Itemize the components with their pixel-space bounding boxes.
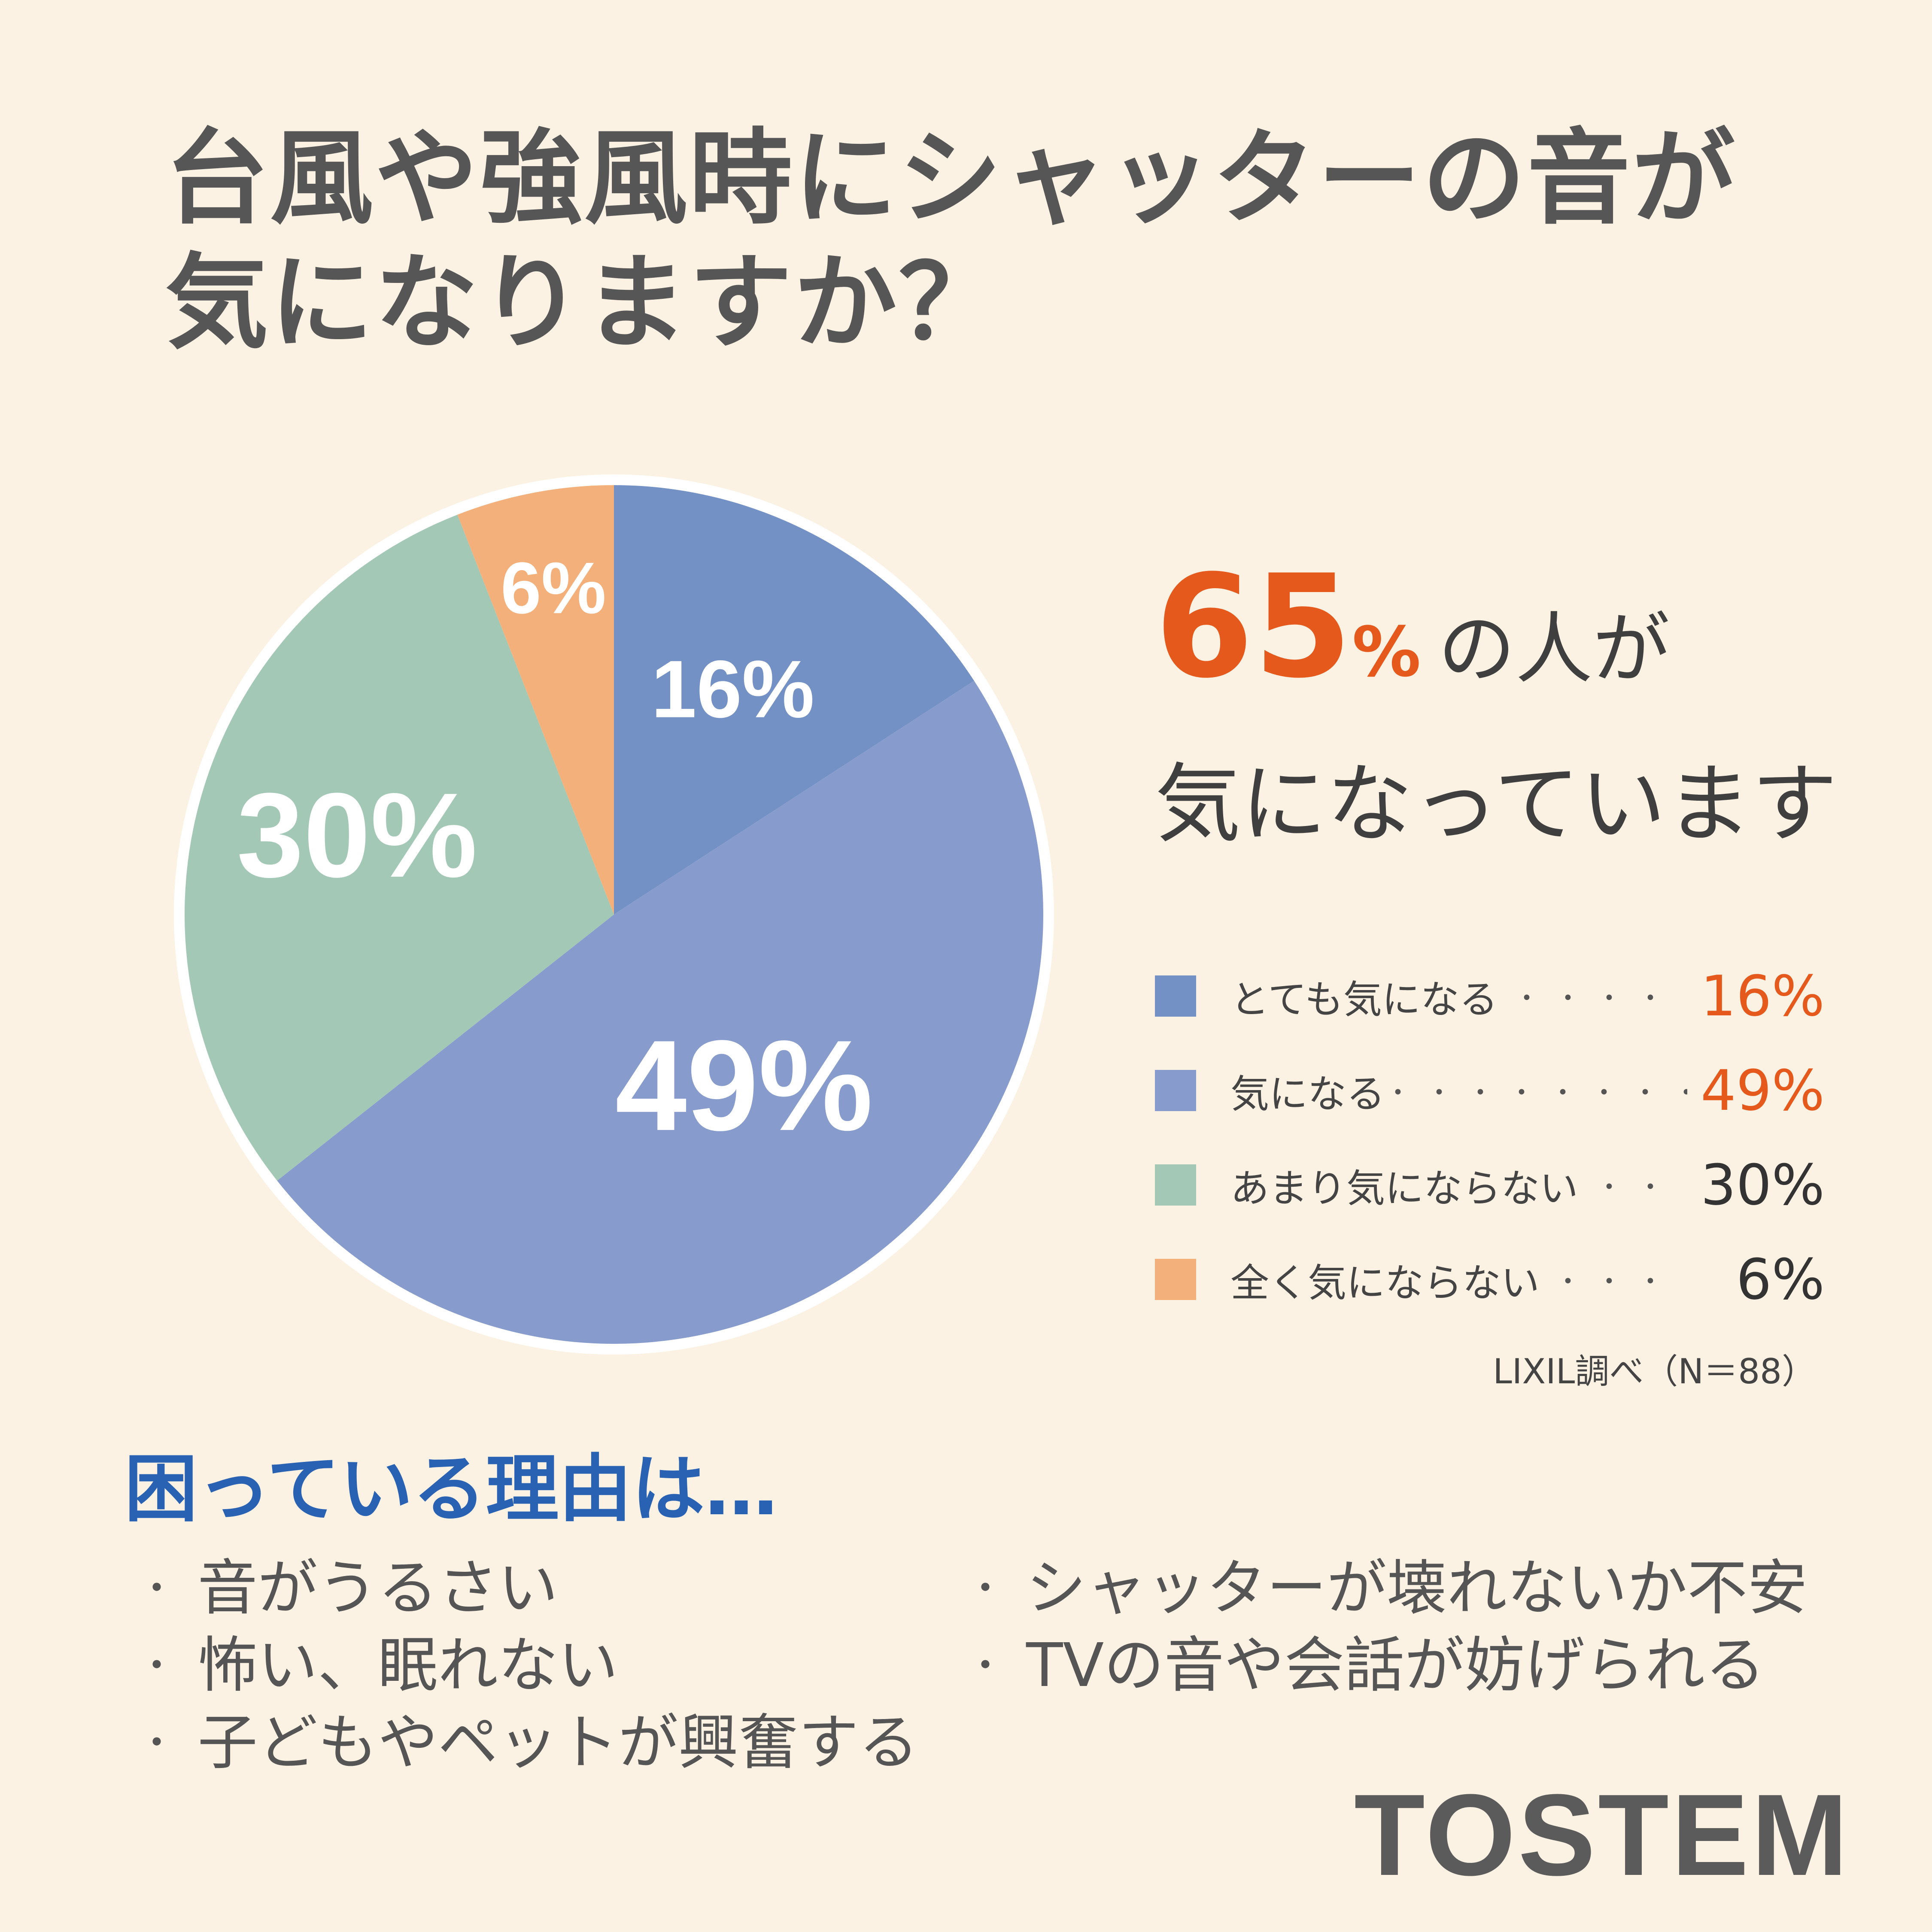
legend-leader-dots: ・・ [1596,1172,1679,1203]
bullet: ・ [137,1566,176,1611]
legend-swatch [1155,1259,1196,1300]
bullet: ・ [137,1720,176,1765]
legend-value: 16% [1701,963,1825,1029]
legend-swatch [1155,1070,1196,1111]
legend: とても気になる ・・・・ 16% 気になる ・・・・・・・・ 49% あまり気に… [1155,949,1825,1327]
source-note: LIXIL調べ（N＝88） [1493,1352,1816,1391]
pie-slice [457,485,614,914]
list-item: ・ TVの音や会話が妨げられる [966,1627,1807,1704]
legend-value: 49% [1701,1058,1825,1123]
headline-text-2: 気になっています [1155,754,1838,854]
legend-leader-dots: ・・・・・・・・ [1385,1078,1687,1108]
reason-text: 子どもやペットが興奮する [197,1708,919,1778]
legend-item: あまり気にならない ・・ 30% [1155,1138,1825,1232]
legend-item: 気になる ・・・・・・・・ 49% [1155,1043,1825,1138]
headline-unit: % [1352,612,1421,692]
list-item: ・子どもやペットが興奮する [137,1704,919,1782]
reasons-list-left: ・音がうるさい ・怖い、眠れない ・子どもやペットが興奮する [137,1550,919,1782]
title-line-1: 台風や強風時にシャッターの音が [165,118,1737,238]
legend-label: 気になる [1230,1072,1385,1117]
legend-value: 30% [1701,1152,1825,1218]
list-item: ・怖い、眠れない [137,1627,919,1704]
reason-text: TVの音や会話が妨げられる [1026,1631,1765,1701]
reason-text: 怖い、眠れない [197,1631,619,1701]
legend-swatch [1155,975,1196,1017]
legend-value: 6% [1736,1247,1825,1312]
headline: 65% の人が 気になっています [1155,556,1885,859]
reason-text: シャッターが壊れないか不安 [1026,1553,1808,1623]
legend-item: とても気になる ・・・・ 16% [1155,949,1825,1043]
legend-leader-dots: ・・・ [1555,1267,1679,1297]
list-item: ・シャッターが壊れないか不安 [966,1550,1807,1627]
pie-slice-label: 16% [651,644,814,735]
headline-text-1: の人が [1438,605,1670,694]
pie-chart: 16% 49% 30% 6% [174,474,1054,1355]
bullet: ・ [966,1643,1005,1688]
legend-label: あまり気にならない [1230,1166,1578,1211]
reasons-list-right: ・シャッターが壊れないか不安 ・ TVの音や会話が妨げられる [966,1550,1807,1704]
legend-label: 全く気にならない [1230,1261,1540,1306]
legend-label: とても気になる [1230,977,1498,1022]
pie-slice-label: 30% [237,769,477,902]
pie-slice [277,680,1043,1344]
page-title: 台風や強風時にシャッターの音が 気になりますか？ [165,116,1840,365]
title-line-2: 気になりますか？ [165,243,1004,363]
bullet: ・ [966,1566,1005,1611]
list-item: ・音がうるさい [137,1550,919,1627]
reason-text: 音がうるさい [197,1553,559,1623]
bullet: ・ [137,1643,176,1688]
tostem-logo: TOSTEM [1354,1771,1850,1900]
legend-leader-dots: ・・・・ [1514,983,1679,1014]
pie-slice [614,485,974,914]
reasons-title: 困っている理由は… [125,1447,778,1532]
legend-swatch [1155,1164,1196,1206]
pie-slice-label: 6% [501,547,606,629]
headline-value: 65 [1155,544,1352,709]
legend-item: 全く気にならない ・・・ 6% [1155,1232,1825,1327]
pie-slice [184,514,614,1181]
pie-slice-label: 49% [615,1013,873,1157]
